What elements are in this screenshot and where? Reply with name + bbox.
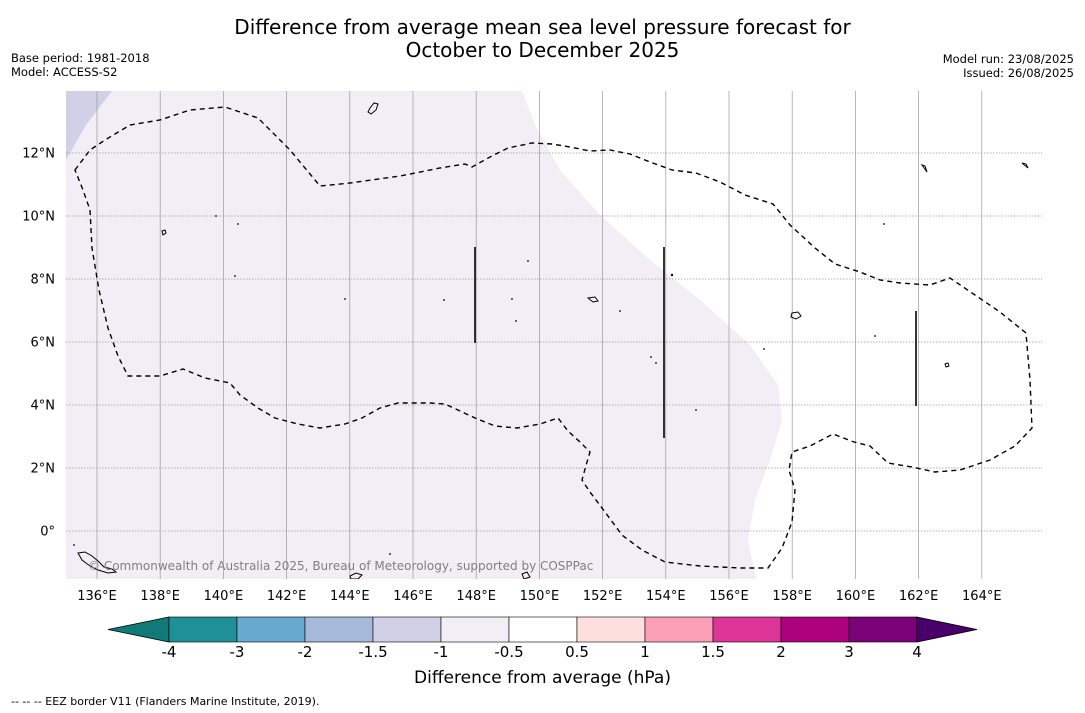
anomaly-region-lavender [66, 91, 112, 160]
lon-label: 160°E [836, 589, 876, 604]
lon-label: 142°E [267, 589, 307, 604]
colorbar-arrow-high [916, 616, 978, 643]
lon-label: 150°E [520, 589, 560, 604]
colorbar-tick-label: -1 [433, 643, 449, 661]
lat-label: 8°N [31, 273, 56, 288]
lon-label: 144°E [330, 589, 370, 604]
lon-label: 164°E [962, 589, 1002, 604]
lat-label: 10°N [22, 210, 55, 225]
base-period: Base period: 1981-2018 [11, 51, 150, 65]
lat-label: 2°N [31, 462, 56, 477]
colorbar-tick-label: 0.5 [565, 643, 589, 661]
colorbar-tick-label: -4 [161, 643, 177, 661]
colorbar-segment [576, 616, 646, 643]
map-area: © Commonwealth of Australia 2025, Bureau… [66, 91, 1042, 579]
colorbar-tick-label: -0.5 [494, 643, 524, 661]
title-line2: October to December 2025 [405, 38, 680, 62]
model-name: Model: ACCESS-S2 [11, 65, 118, 79]
latitude-labels: 12°N 10°N 8°N 6°N 4°N 2°N 0° [22, 147, 55, 540]
title-line1: Difference from average mean sea level p… [234, 15, 851, 39]
colorbar-tick-label: 4 [912, 643, 922, 661]
eez-legend-note: -- -- -- EEZ border V11 (Flanders Marine… [11, 695, 320, 708]
colorbar-segment [780, 616, 850, 643]
colorbar-segment [644, 616, 714, 643]
colorbar-segment [372, 616, 442, 643]
colorbar-tick-label: 1.5 [701, 643, 725, 661]
graticule [66, 91, 1042, 579]
lon-label: 154°E [646, 589, 686, 604]
colorbar-segment [236, 616, 306, 643]
model-run: Model run: 23/08/2025 [942, 52, 1074, 66]
lat-label: 0° [40, 525, 55, 540]
colorbar-segment [304, 616, 374, 643]
island-dots [73, 215, 885, 555]
colorbar-segment [848, 616, 918, 643]
colorbar-arrow-low [107, 616, 170, 643]
colorbar-tick-label: -2 [297, 643, 313, 661]
copyright-notice: © Commonwealth of Australia 2025, Bureau… [88, 559, 593, 573]
colorbar-tick-label: -1.5 [358, 643, 388, 661]
lon-label: 156°E [709, 589, 749, 604]
lat-label: 6°N [31, 336, 56, 351]
lat-label: 12°N [22, 147, 55, 162]
colorbar-segment [712, 616, 782, 643]
issued-date: Issued: 26/08/2025 [963, 66, 1074, 80]
colorbar-tick-label: 3 [844, 643, 854, 661]
lat-label: 4°N [31, 399, 56, 414]
lon-label: 148°E [456, 589, 496, 604]
colorbar-tick-label: -3 [229, 643, 245, 661]
eez-border [74, 106, 1033, 569]
lon-label: 146°E [393, 589, 433, 604]
lon-label: 162°E [899, 589, 939, 604]
longitude-labels: 136°E 138°E 140°E 142°E 144°E 146°E 148°E 150°E… [77, 589, 1001, 604]
lon-label: 140°E [204, 589, 244, 604]
islands [77, 102, 1029, 579]
lon-label: 136°E [77, 589, 117, 604]
colorbar-tick-label: 1 [640, 643, 650, 661]
colorbar-tick-label: 2 [776, 643, 786, 661]
eez-vertical-lines [474, 247, 917, 438]
anomaly-region-light [66, 91, 782, 579]
colorbar [107, 616, 978, 643]
colorbar-segment [508, 616, 578, 643]
colorbar-segment [168, 616, 238, 643]
lon-label: 138°E [140, 589, 180, 604]
lon-label: 152°E [583, 589, 623, 604]
lon-label: 158°E [772, 589, 812, 604]
colorbar-segment [440, 616, 510, 643]
colorbar-title: Difference from average (hPa) [414, 668, 671, 688]
